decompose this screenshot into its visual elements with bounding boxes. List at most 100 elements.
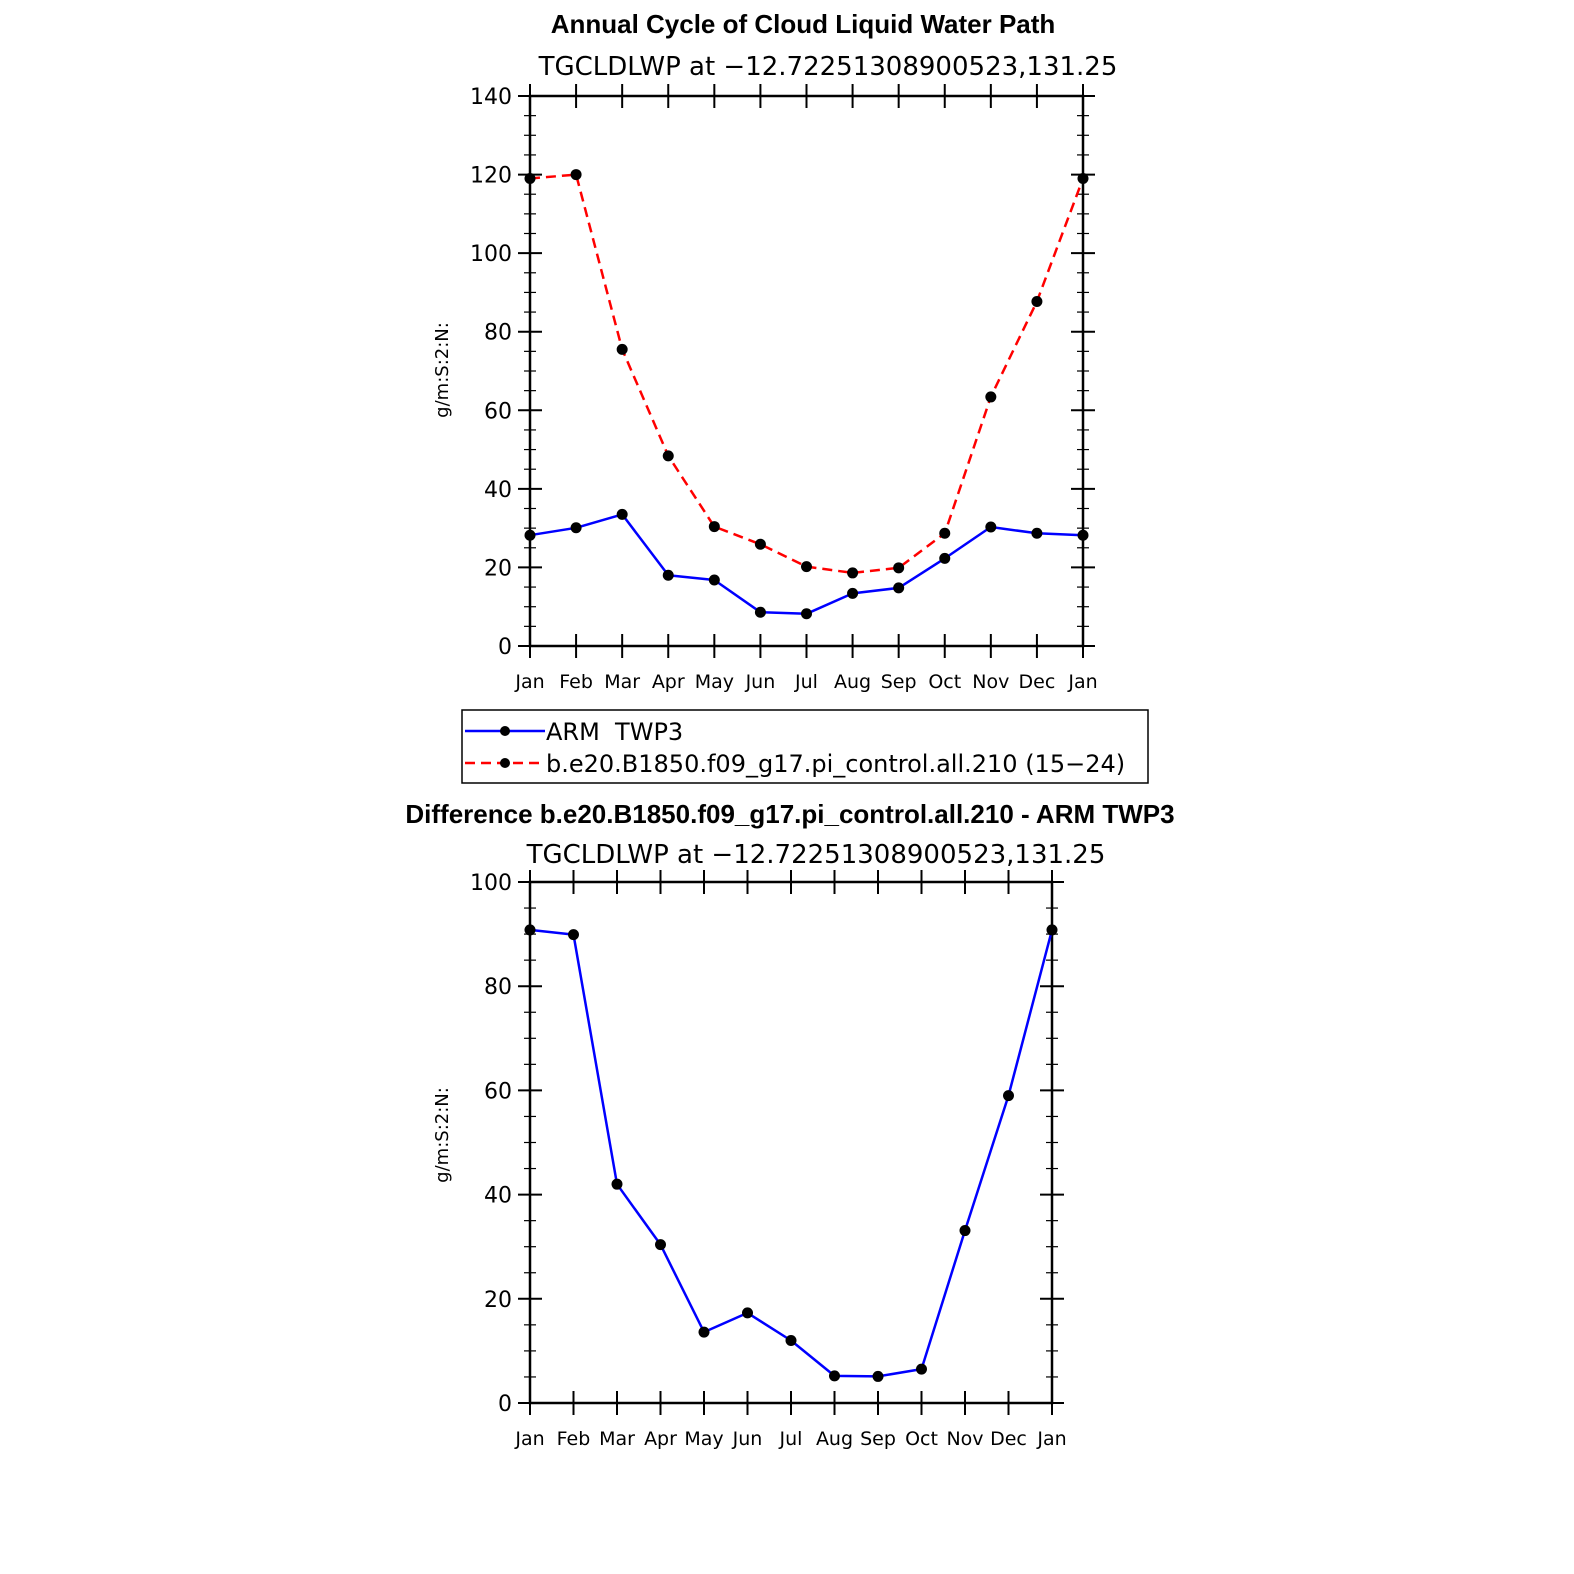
y-tick-label: 80 [484, 321, 512, 346]
y-tick-label: 40 [484, 1184, 512, 1209]
x-tick-label: Jan [1036, 1428, 1066, 1450]
data-point [524, 924, 536, 936]
x-tick-label: Jan [1067, 671, 1097, 693]
x-tick-label: Jun [745, 671, 776, 693]
data-point [524, 529, 536, 541]
data-point [939, 552, 951, 564]
x-tick-label: Nov [972, 671, 1009, 693]
data-point [1077, 173, 1089, 184]
x-tick-label: Aug [834, 671, 871, 693]
data-point [616, 508, 628, 520]
legend-label-arm: ARM TWP3 [546, 718, 683, 746]
legend-box [461, 709, 1149, 784]
data-point [872, 1370, 884, 1382]
x-tick-label: Dec [1019, 671, 1056, 693]
data-point [655, 1239, 666, 1251]
x-tick-label: Jan [514, 671, 544, 693]
x-tick-label: Apr [652, 671, 685, 693]
x-tick-label: Nov [946, 1428, 983, 1450]
y-tick-labels: 0 20 40 60 80 100 120 140 [470, 85, 512, 660]
y-tick-labels: 0 20 40 60 80 100 [470, 871, 512, 1417]
x-tick-label: Dec [990, 1428, 1027, 1450]
y-tick-label: 20 [484, 1288, 512, 1313]
data-point [985, 391, 997, 403]
x-tick-label: Mar [604, 671, 640, 693]
data-point [985, 521, 997, 533]
y-tick-label: 0 [498, 1392, 512, 1417]
y-tick-label: 20 [484, 556, 512, 581]
chart-subtitle: TGCLDLWP at −12.72251308900523,131.25 [538, 52, 1118, 82]
legend: ARM TWP3 b.e20.B1850.f09_g17.pi_control.… [461, 709, 1149, 784]
data-point [698, 1326, 710, 1338]
annual-cycle-chart: Annual Cycle of Cloud Liquid Water Path … [432, 9, 1149, 784]
data-point [1031, 295, 1043, 307]
chart-title: Annual Cycle of Cloud Liquid Water Path [551, 9, 1056, 39]
x-tick-label: Sep [881, 671, 917, 693]
data-point [785, 1334, 797, 1346]
series-line-0 [529, 928, 1054, 1378]
x-tick-labels: Jan Feb Mar Apr May Jun Jul Aug Sep Oct Nov Dec Jan [514, 671, 1097, 693]
series-layer [524, 924, 1058, 1382]
legend-marker-arm [500, 726, 510, 736]
x-tick-label: Aug [816, 1428, 853, 1450]
data-point [524, 173, 536, 184]
series-line-1 [529, 173, 1085, 575]
y-axis-label: g/m:S:2:N: [432, 322, 453, 418]
axis-ticks [518, 84, 1095, 658]
plot-frame [528, 880, 1054, 1405]
legend-label-model: b.e20.B1850.f09_g17.pi_control.all.210 (… [546, 750, 1125, 778]
data-point [847, 587, 859, 599]
y-tick-label: 140 [470, 85, 512, 110]
y-tick-label: 40 [484, 478, 512, 503]
y-tick-label: 100 [470, 871, 512, 896]
y-tick-label: 0 [498, 635, 512, 660]
x-tick-label: Jun [732, 1428, 763, 1450]
data-point [916, 1363, 927, 1375]
y-tick-label: 60 [484, 399, 512, 424]
data-point [570, 169, 582, 181]
x-tick-label: Feb [557, 1428, 591, 1450]
data-point [754, 606, 766, 618]
data-point [801, 608, 812, 620]
data-point [893, 562, 905, 574]
x-tick-label: Jul [779, 1428, 803, 1450]
data-point [1003, 1090, 1014, 1102]
x-tick-label: Oct [905, 1428, 938, 1450]
data-point [742, 1307, 753, 1319]
x-tick-label: Mar [599, 1428, 635, 1450]
y-tick-label: 120 [470, 164, 512, 189]
x-tick-label: Apr [644, 1428, 677, 1450]
x-tick-label: May [695, 671, 734, 693]
data-point [893, 582, 905, 594]
data-point [568, 929, 579, 941]
chart-title: Difference b.e20.B1850.f09_g17.pi_contro… [405, 799, 1174, 829]
y-axis-label: g/m:S:2:N: [432, 1087, 453, 1183]
data-point [754, 538, 766, 550]
data-point [1031, 527, 1043, 539]
data-point [801, 561, 812, 573]
data-point [1077, 529, 1089, 541]
data-point [662, 569, 674, 581]
legend-marker-model [500, 758, 510, 768]
series-layer [524, 169, 1089, 620]
x-tick-label: Oct [928, 671, 961, 693]
x-tick-label: Jul [794, 671, 818, 693]
y-tick-label: 80 [484, 975, 512, 1000]
data-point [662, 450, 674, 462]
data-point [847, 567, 859, 579]
data-point [616, 343, 628, 355]
x-tick-label: Feb [559, 671, 593, 693]
data-point [570, 522, 582, 534]
data-point [611, 1178, 623, 1190]
x-tick-label: Sep [860, 1428, 896, 1450]
data-point [939, 527, 951, 539]
x-tick-labels: Jan Feb Mar Apr May Jun Jul Aug Sep Oct Nov Dec Jan [514, 1428, 1066, 1450]
data-point [708, 574, 720, 586]
difference-chart: Difference b.e20.B1850.f09_g17.pi_contro… [405, 799, 1174, 1450]
chart-subtitle: TGCLDLWP at −12.72251308900523,131.25 [526, 840, 1106, 870]
y-tick-label: 60 [484, 1079, 512, 1104]
data-point [829, 1370, 840, 1382]
data-point [1046, 924, 1058, 936]
data-point [959, 1225, 971, 1237]
